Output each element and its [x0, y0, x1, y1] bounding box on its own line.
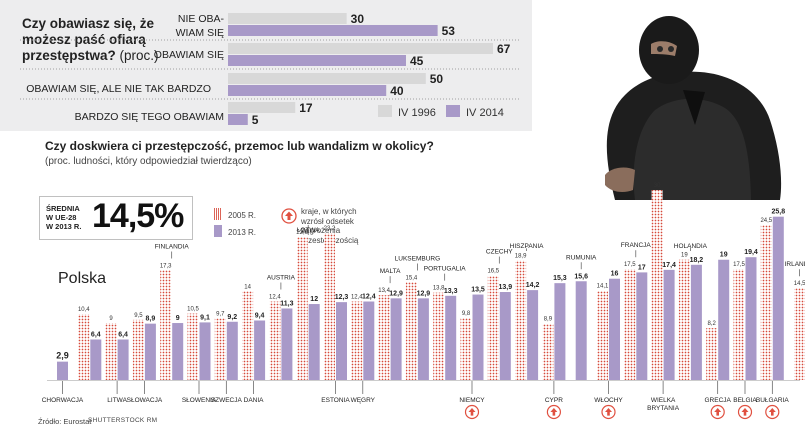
fear-bar-2014: [228, 114, 248, 125]
fear-value-label: 30: [351, 12, 365, 26]
arrow-legend-line: kraje, w których: [301, 207, 357, 216]
arrow-legend-line: wzrósł odsetek: [301, 216, 354, 226]
fear-question-unit: (proc.): [119, 48, 159, 63]
fear-category-label: OBAWIAM SIĘ: [154, 49, 224, 61]
eu-average-box: ŚREDNIA W UE-28 W 2013 R. 14,5%: [39, 196, 193, 240]
fear-bar-1996: [228, 102, 296, 113]
fear-value-label: 5: [252, 113, 259, 127]
crime-question: Czy doskwiera ci przestępczość, przemoc …: [45, 139, 434, 153]
eu-average-label: ŚREDNIA W UE-28 W 2013 R.: [46, 204, 81, 231]
fear-bar-1996: [228, 73, 426, 84]
eu-average-label-line: ŚREDNIA: [46, 204, 80, 213]
balaclava-man-photo: [605, 16, 782, 200]
legend-2014-label: IV 2014: [466, 107, 504, 119]
fear-category-label: WIAM SIĘ: [176, 27, 224, 39]
legend-2013-swatch: [214, 225, 222, 237]
fear-category-label: BARDZO SIĘ TEGO OBAWIAM: [75, 111, 224, 123]
fear-panel: Czy obawiasz się, że możesz paść ofiarą …: [0, 0, 532, 131]
fear-value-label: 17: [299, 101, 313, 115]
arrow-legend-line: przestępczością: [301, 235, 359, 245]
legend-1996-label: IV 1996: [398, 107, 436, 119]
source-note: Źródło: Eurostat: [38, 417, 92, 426]
legend-arrow-icon: [281, 208, 297, 224]
fear-value-label: 50: [430, 72, 444, 86]
fear-category-label: NIE OBA-: [178, 13, 225, 25]
legend-2005-swatch: [214, 208, 222, 220]
fear-chart: 30 67 50 17 53 45 40 5 NIE OBA- WIAM SIĘ OBAWIAM S…: [20, 12, 520, 127]
fear-bar-2014: [228, 25, 438, 36]
fear-bar-1996: [228, 43, 493, 54]
fear-value-label: 45: [410, 54, 424, 68]
fear-bar-2014: [228, 55, 406, 66]
fear-category-label: OBAWIAM SIĘ, ALE NIE TAK BARDZO: [26, 83, 211, 95]
legend-2014-swatch: [446, 105, 460, 117]
legend-1996-swatch: [378, 105, 392, 117]
eu-average-label-line: W 2013 R.: [46, 222, 82, 231]
poland-highlight-label: Polska: [58, 270, 107, 287]
eu-average-label-line: W UE-28: [46, 213, 77, 222]
fear-bar-2014: [228, 85, 387, 96]
fear-value-label: 53: [442, 24, 456, 38]
photo-credit-text: SHUTTERSTOCK: [88, 417, 145, 424]
arrow-legend-text: kraje, w których wzrósł odsetek zagrożen…: [301, 207, 358, 245]
arrow-legend-line: zagrożenia: [301, 226, 341, 235]
legend-2005-label: 2005 R.: [228, 211, 257, 220]
fear-value-label: 67: [497, 42, 511, 56]
crime-subtitle: (proc. ludności, który odpowiedział twie…: [45, 156, 252, 167]
fear-question: Czy obawiasz się, że możesz paść ofiarą …: [22, 16, 202, 64]
legend-2013-label: 2013 R.: [228, 228, 257, 237]
fear-bar-1996: [228, 13, 347, 24]
photo-credit-mark: RM: [146, 417, 158, 424]
fear-value-label: 40: [390, 84, 404, 98]
photo-credit: SHUTTERSTOCK RM: [88, 417, 157, 424]
eu-average-value: 14,5%: [92, 197, 184, 235]
